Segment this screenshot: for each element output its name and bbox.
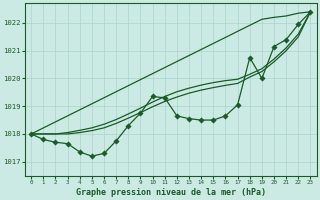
X-axis label: Graphe pression niveau de la mer (hPa): Graphe pression niveau de la mer (hPa) [76,188,266,197]
